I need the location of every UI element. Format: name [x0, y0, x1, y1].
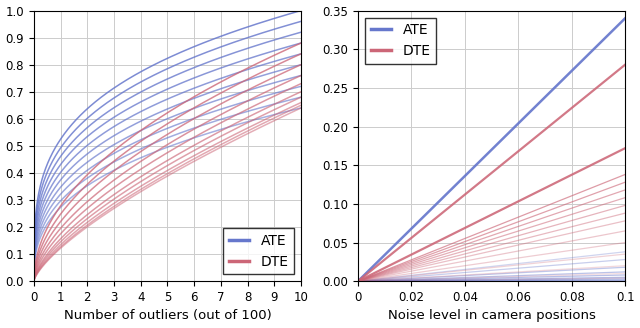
Legend: ATE, DTE: ATE, DTE	[365, 17, 436, 64]
X-axis label: Noise level in camera positions: Noise level in camera positions	[388, 309, 596, 322]
Legend: ATE, DTE: ATE, DTE	[223, 228, 294, 274]
X-axis label: Number of outliers (out of 100): Number of outliers (out of 100)	[63, 309, 271, 322]
